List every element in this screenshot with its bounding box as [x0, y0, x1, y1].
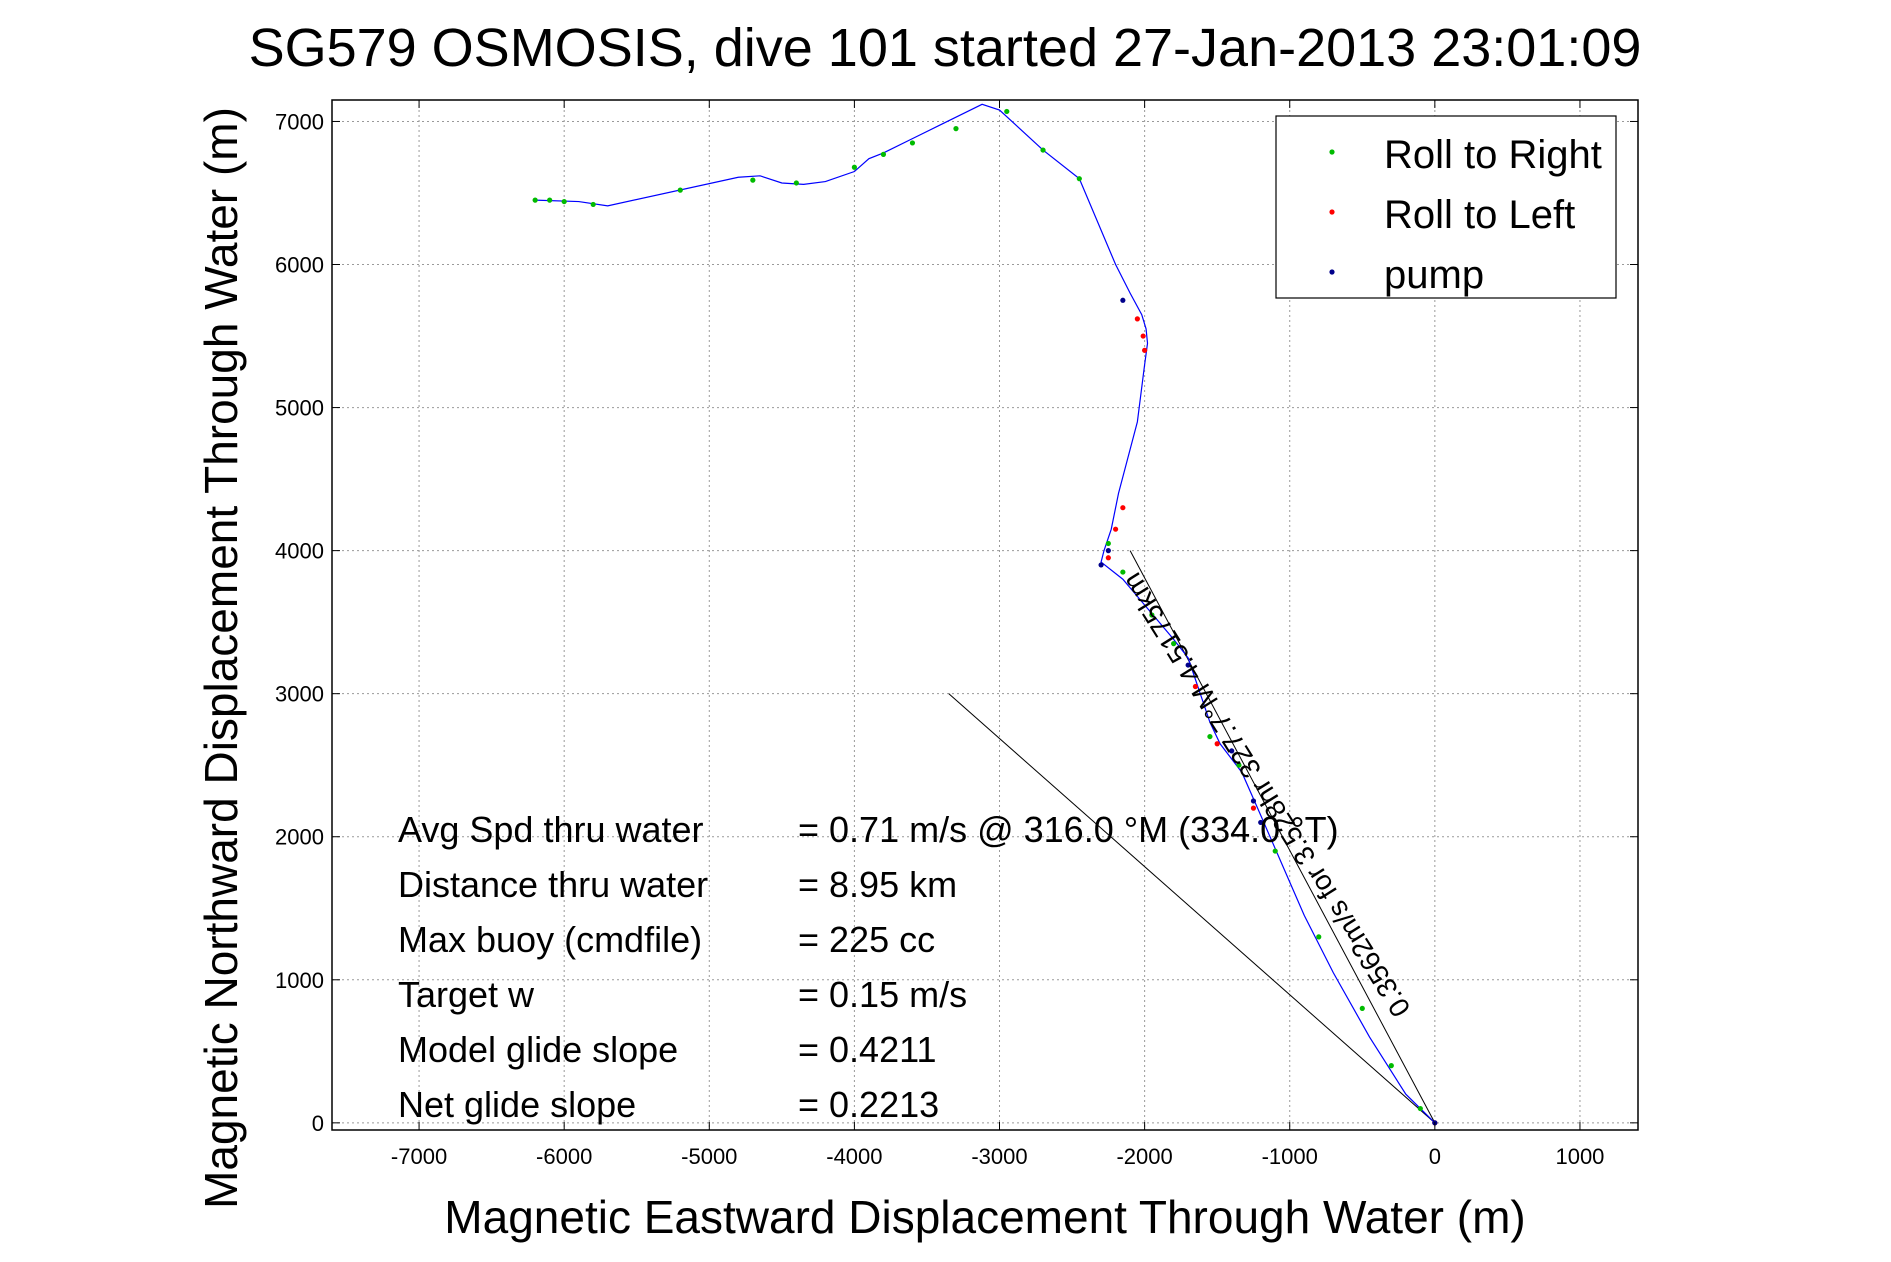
- roll-to-right-point: [1316, 934, 1322, 940]
- x-tick-label: 0: [1429, 1144, 1441, 1169]
- legend-box: [1275, 115, 1617, 299]
- stat-label: Model glide slope: [398, 1029, 678, 1070]
- roll-to-right-point: [909, 140, 916, 146]
- legend-marker: [1329, 269, 1335, 275]
- x-tick-label: -6000: [536, 1144, 592, 1169]
- y-tick-label: 4000: [275, 539, 324, 564]
- x-tick-label: -7000: [391, 1144, 447, 1169]
- chart-title: SG579 OSMOSIS, dive 101 started 27-Jan-2…: [249, 18, 1642, 78]
- legend-label: Roll to Right: [1384, 133, 1602, 177]
- x-tick-label: -4000: [826, 1144, 882, 1169]
- roll-to-left-point: [1105, 555, 1111, 561]
- roll-to-left-point: [1140, 333, 1146, 339]
- stat-value: = 225 cc: [798, 919, 935, 960]
- x-tick-label: -1000: [1262, 1144, 1318, 1169]
- y-tick-label: 6000: [275, 253, 324, 278]
- x-axis-title: Magnetic Eastward Displacement Through W…: [444, 1191, 1525, 1243]
- legend-marker: [1329, 149, 1335, 155]
- y-tick-label: 1000: [275, 968, 324, 993]
- roll-to-right-point: [1171, 641, 1177, 647]
- axes-frame: [331, 99, 1639, 1131]
- pump-point: [1185, 662, 1191, 668]
- pump-point: [1258, 819, 1264, 826]
- y-axis-title: Magnetic Northward Displacement Through …: [195, 107, 247, 1209]
- track-series: [535, 103, 1436, 1124]
- roll-to-right-point: [880, 151, 887, 157]
- roll-to-left-point: [1134, 316, 1140, 322]
- roll-to-right-point: [547, 197, 553, 203]
- roll-to-right-point: [851, 164, 858, 170]
- roll-to-right-point: [1207, 733, 1213, 740]
- roll-to-right-point: [1388, 1063, 1394, 1069]
- x-tick-label: -3000: [971, 1144, 1027, 1169]
- roll-to-right-point: [1004, 108, 1010, 115]
- stat-value: = 0.4211: [798, 1029, 936, 1070]
- roll-to-right-point: [1120, 569, 1126, 575]
- roll-to-right-point: [532, 197, 538, 203]
- roll-to-right-point: [677, 187, 683, 193]
- y-tick-label: 7000: [275, 109, 324, 134]
- stat-value: = 0.15 m/s: [798, 974, 967, 1015]
- roll-to-left-point: [1142, 347, 1148, 353]
- roll-to-right-point: [1236, 762, 1242, 768]
- stat-value: = 0.2213: [798, 1084, 939, 1125]
- roll-to-left-point: [1192, 683, 1199, 690]
- stat-value: = 0.71 m/s @ 316.0 °M (334.0 °T): [798, 809, 1339, 850]
- roll-to-right-point: [793, 180, 799, 186]
- x-tick-label: -5000: [681, 1144, 737, 1169]
- roll-to-right-point: [953, 126, 959, 132]
- reference-line: [1129, 550, 1436, 1124]
- x-tick-label: -2000: [1116, 1144, 1172, 1169]
- legend-label: pump: [1384, 253, 1484, 297]
- stat-label: Target w: [398, 974, 535, 1015]
- roll-to-right-point: [561, 198, 567, 205]
- reference-lines: [948, 550, 1436, 1124]
- y-tick-label: 0: [312, 1111, 324, 1136]
- roll-to-left-point: [1250, 805, 1257, 811]
- roll-to-right-point: [750, 177, 756, 183]
- pump-point: [1229, 748, 1235, 754]
- tick-labels: -7000 -6000 -5000 -4000 -3000 -2000 -1000 0 1000…: [275, 109, 1604, 1169]
- roll-to-right-point: [1149, 612, 1155, 618]
- roll-to-left-point: [1120, 505, 1126, 511]
- stat-label: Avg Spd thru water: [398, 809, 704, 850]
- legend-label: Roll to Left: [1384, 193, 1575, 237]
- pump-point: [1250, 798, 1257, 804]
- reference-line: [948, 693, 1436, 1124]
- y-tick-label: 2000: [275, 825, 324, 850]
- roll-to-left-point: [1113, 526, 1119, 532]
- track-line: [535, 103, 1436, 1124]
- roll-to-right-point: [1040, 147, 1046, 153]
- pump-point: [1105, 548, 1111, 554]
- roll-to-right-point: [1076, 176, 1082, 182]
- stat-label: Max buoy (cmdfile): [398, 919, 702, 960]
- pump-point: [1120, 297, 1126, 303]
- stat-label: Net glide slope: [398, 1084, 636, 1125]
- y-tick-label: 3000: [275, 682, 324, 707]
- stats-block: Avg Spd thru water = 0.71 m/s @ 316.0 °M …: [398, 809, 1339, 1125]
- y-tick-label: 5000: [275, 396, 324, 421]
- plot-frame: [331, 99, 1639, 1131]
- roll-to-left-point: [1214, 741, 1220, 747]
- stat-value: = 8.95 km: [798, 864, 957, 905]
- pump-point: [1098, 562, 1104, 568]
- roll-to-right-point: [1417, 1105, 1423, 1112]
- x-tick-label: 1000: [1555, 1144, 1604, 1169]
- roll-to-right-point: [1105, 540, 1111, 547]
- roll-to-right-point: [1359, 1005, 1365, 1012]
- stat-label: Distance thru water: [398, 864, 708, 905]
- legend: Roll to Right Roll to Left pump: [1275, 115, 1617, 299]
- legend-marker: [1329, 209, 1335, 215]
- marker-series: [532, 108, 1438, 1126]
- roll-to-right-point: [590, 201, 596, 208]
- roll-to-right-point: [1272, 848, 1278, 854]
